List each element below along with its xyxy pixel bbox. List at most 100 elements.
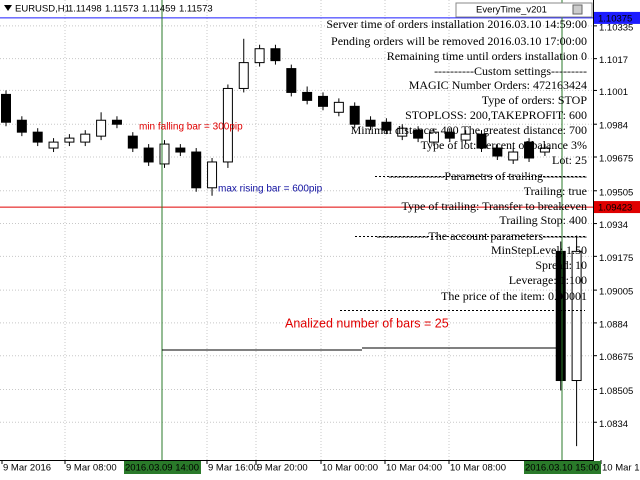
candle-body [349, 105, 360, 125]
candle-body [16, 119, 27, 133]
candle-body [270, 48, 281, 62]
candle-body [381, 121, 392, 131]
candle-body [492, 147, 503, 157]
candle-body [555, 250, 566, 382]
time-box-label: 2016.03.09 14:00 [125, 463, 199, 474]
info-line: Minimal distance: 400 The greatest dista… [351, 123, 587, 137]
candle-body [254, 48, 265, 64]
candle-body [476, 133, 487, 149]
candles [1, 38, 582, 447]
candle-body [222, 87, 233, 163]
candle-body [1, 93, 11, 123]
candle-body [191, 151, 202, 189]
candle-body [238, 62, 249, 89]
info-line: Leverage: 1:100 [509, 273, 587, 287]
y-tick-label: 1.1017 [599, 55, 628, 66]
candle-body [80, 133, 91, 143]
info-line: Trailing Stop: 400 [499, 213, 587, 227]
info-line: MAGIC Number Orders: 472163424 [409, 78, 587, 92]
y-tick-label: 1.0934 [599, 220, 628, 231]
info-line: ----------Custom settings--------- [434, 64, 587, 78]
info-line: Type of trailing: Transfer to breakeven [402, 199, 587, 213]
price-box-label: 1.10375 [598, 13, 632, 24]
indicator-name: EveryTime_v201 [476, 5, 547, 16]
x-tick-label: 10 Mar 04:00 [386, 463, 442, 474]
price-box-label: 1.09423 [598, 203, 632, 214]
candle-body [571, 250, 582, 382]
candle-body [397, 127, 408, 137]
annotation: min falling bar = 300pip [139, 122, 243, 133]
overlays [0, 0, 593, 460]
indicator-icon [572, 4, 583, 15]
candle-body [159, 143, 170, 165]
y-tick-label: 1.08505 [599, 386, 633, 397]
candle-body [64, 137, 75, 143]
header-price: 1.11498 [68, 4, 102, 15]
candle-body [302, 91, 313, 101]
candle-body [365, 119, 376, 127]
y-tick-label: 1.09005 [599, 287, 633, 298]
time-box [524, 461, 601, 474]
y-tick-label: 1.08675 [599, 352, 633, 363]
annotation: Analized number of bars = 25 [285, 316, 449, 330]
candle-body [96, 119, 107, 137]
candle-body [175, 147, 186, 153]
x-tick-label: 9 Mar 20:00 [257, 463, 308, 474]
y-tick-label: 1.09175 [599, 253, 633, 264]
chart-title: EURUSD,H1 [15, 4, 70, 15]
info-line: The price of the item: 0.00001 [441, 289, 587, 303]
candle-body [32, 131, 43, 143]
candle-body [286, 68, 297, 93]
info-line: -------------The account parameters-----… [376, 229, 587, 243]
info-line: Type of lot: Percent of balance 3% [421, 138, 587, 152]
x-tick-label: 9 Mar 2016 [3, 463, 51, 474]
time-box-label: 2016.03.10 15:00 [525, 463, 599, 474]
info-line: Trailing: true [524, 184, 587, 198]
candle-body [460, 133, 471, 141]
candle-body [539, 147, 550, 153]
candle-body [143, 147, 154, 163]
candle-body [428, 131, 439, 143]
header-price: 1.11573 [179, 4, 213, 15]
info-line: Spread: 10 [535, 258, 587, 272]
y-tick-label: 1.10335 [599, 22, 633, 33]
y-tick-label: 1.0834 [599, 419, 628, 430]
candle-body [127, 135, 138, 149]
x-tick-label: 9 Mar 16:00 [208, 463, 259, 474]
annotation: max rising bar = 600pip [218, 184, 323, 195]
x-tick-label: 9 Mar 08:00 [66, 463, 117, 474]
x-tick-label: 10 Mar 08:00 [450, 463, 506, 474]
candle-body [48, 141, 59, 149]
indicator-box [455, 2, 593, 18]
price-box [594, 201, 640, 214]
y-tick-label: 1.0984 [599, 121, 628, 132]
info-line: MinStepLevel: 1.50 [491, 243, 587, 257]
info-line: Server time of orders installation 2016.… [326, 17, 587, 31]
info-line: --------------Parametrs of trailing-----… [388, 169, 587, 183]
candle-body [207, 161, 218, 189]
time-box [124, 461, 201, 474]
y-tick-label: 1.1001 [599, 87, 628, 98]
info-line: Type of orders: STOP [482, 93, 588, 107]
candle-body [508, 151, 519, 161]
y-tick-label: 1.0884 [599, 319, 628, 330]
header: EURUSD,H1 [4, 4, 70, 15]
info-line: Remaining time until orders installation… [387, 49, 587, 63]
header-price: 1.11459 [142, 4, 176, 15]
candle-body [333, 101, 344, 113]
candle-body [413, 129, 424, 139]
info-line: STOPLOSS: 200,TAKEPROFIT: 600 [405, 108, 587, 122]
candle-body [444, 131, 455, 139]
info-line: Pending orders will be removed 2016.03.1… [331, 34, 587, 48]
x-tick-label: 10 Mar 16:00 [602, 463, 640, 474]
menu-icon [4, 5, 12, 11]
candle-body [111, 119, 122, 125]
info-line: Lot: 25 [552, 153, 587, 167]
candle-body [318, 95, 328, 107]
candle-body [524, 141, 535, 159]
y-tick-label: 1.09505 [599, 187, 633, 198]
price-box [594, 11, 640, 24]
x-tick-label: 10 Mar 00:00 [322, 463, 378, 474]
